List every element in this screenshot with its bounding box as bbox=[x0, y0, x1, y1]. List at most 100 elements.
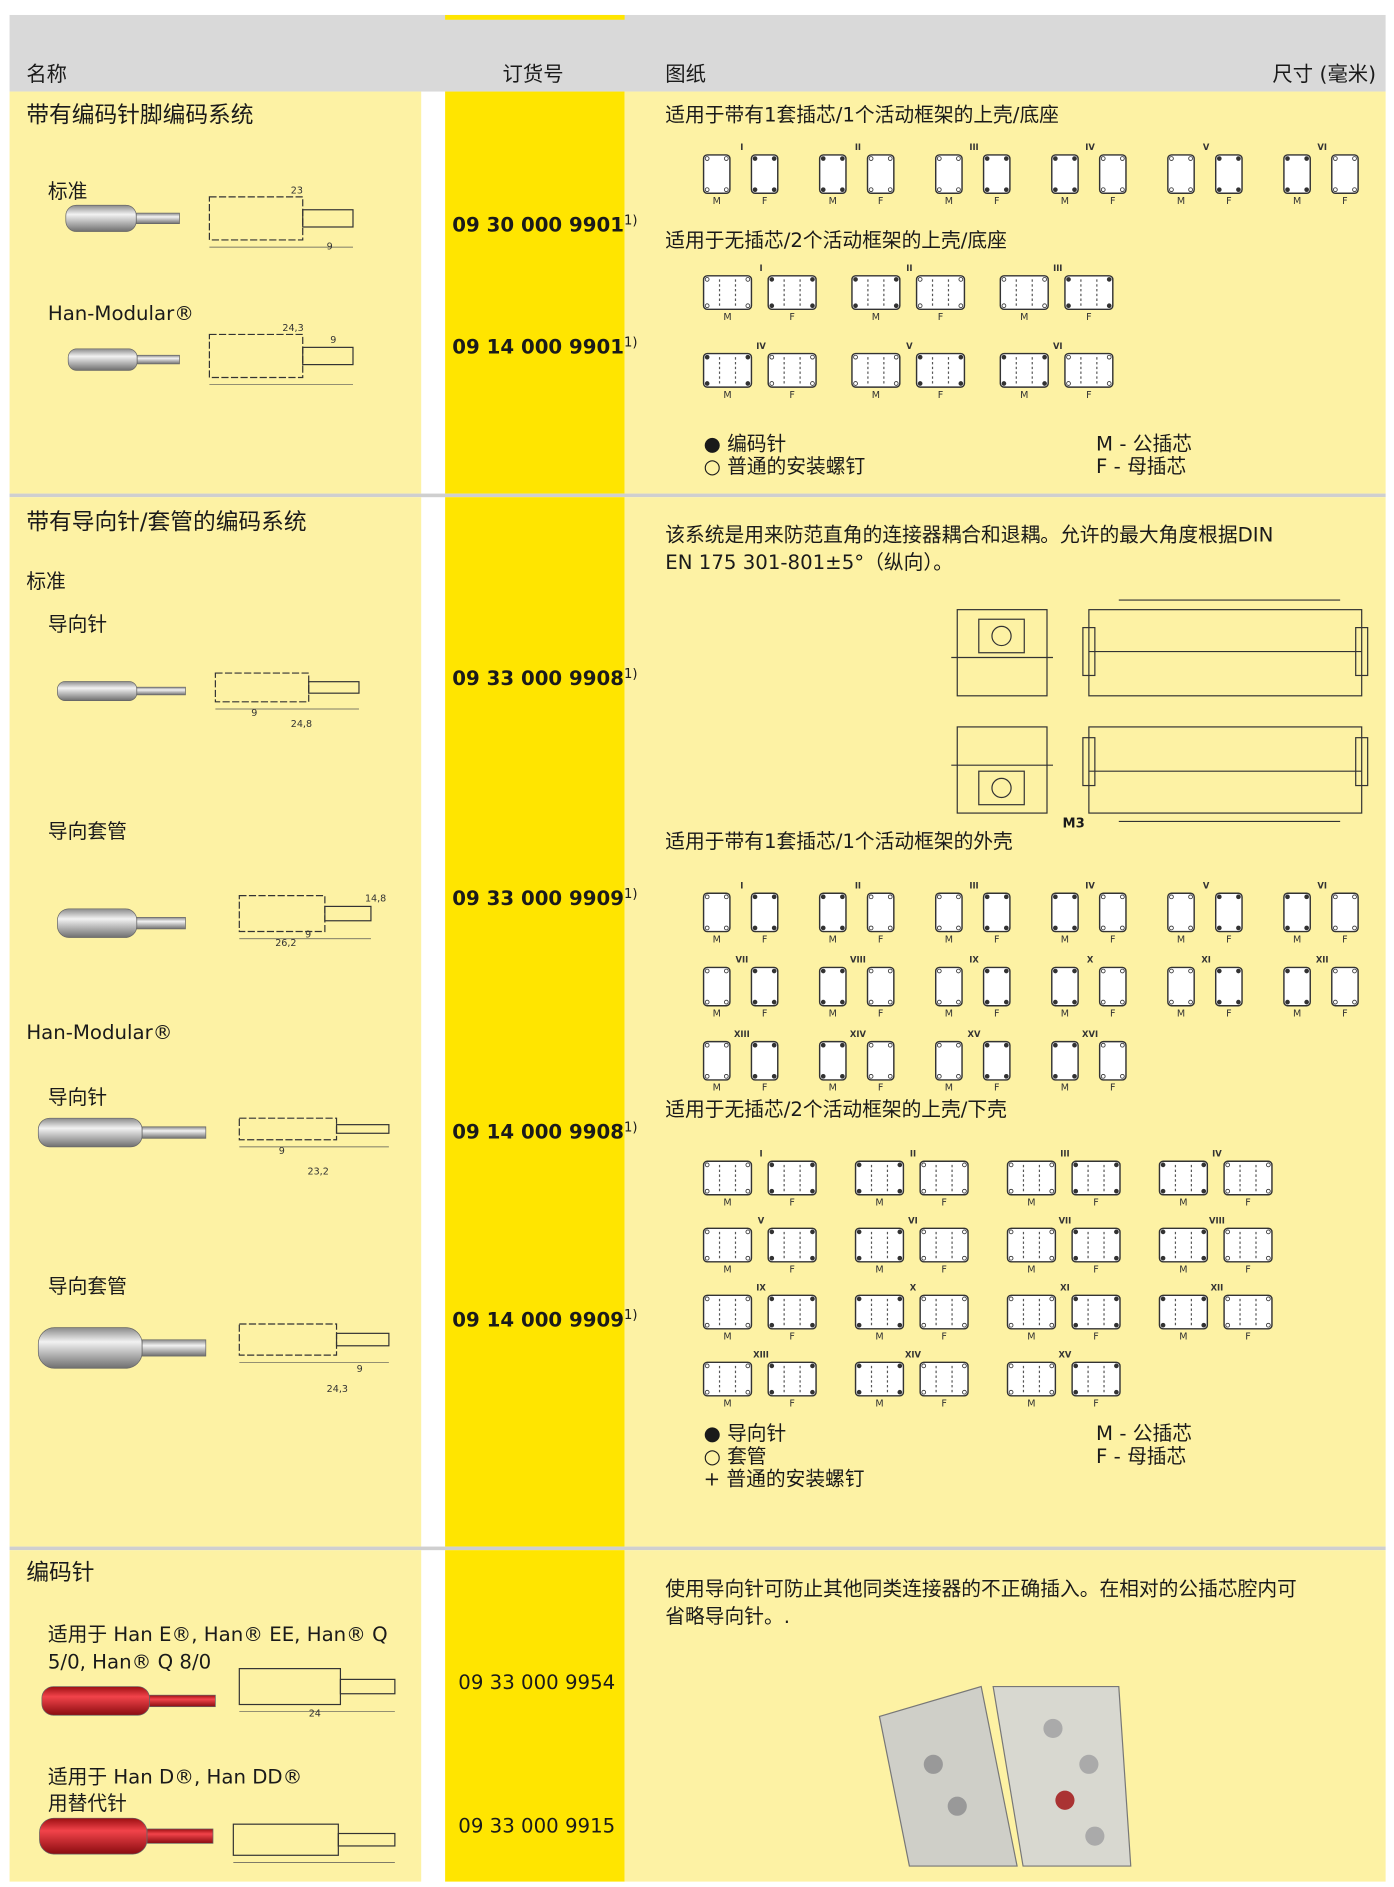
coding-hole bbox=[1352, 925, 1357, 931]
gender-label: F bbox=[1093, 1265, 1099, 1276]
part-photo bbox=[37, 1117, 143, 1148]
coding-hole bbox=[723, 894, 729, 900]
coding-hole bbox=[1049, 1389, 1055, 1395]
coding-hole bbox=[868, 187, 874, 192]
coding-hole bbox=[1169, 968, 1174, 974]
coding-hole bbox=[1008, 1229, 1014, 1235]
coding-hole bbox=[1188, 925, 1193, 931]
coding-hole bbox=[897, 1389, 903, 1395]
variant-numeral: VI bbox=[1317, 880, 1327, 890]
coding-diagram: M F I bbox=[702, 142, 779, 207]
coding-hole bbox=[810, 1363, 815, 1369]
coding-hole bbox=[704, 1188, 710, 1194]
coding-hole bbox=[771, 187, 777, 192]
coding-hole bbox=[752, 999, 758, 1005]
insert-outline bbox=[1098, 892, 1127, 933]
column-header: 订货号 bbox=[503, 62, 564, 86]
variant-numeral: XIII bbox=[734, 1029, 750, 1039]
gender-label: M bbox=[945, 196, 953, 207]
coding-hole bbox=[810, 277, 815, 282]
coding-hole bbox=[1333, 894, 1338, 900]
coding-hole bbox=[921, 1296, 927, 1302]
gender-label: M bbox=[1177, 934, 1185, 945]
coding-hole bbox=[704, 1255, 710, 1261]
column-header: 尺寸 (毫米) bbox=[1272, 62, 1376, 86]
insert-outline bbox=[767, 1227, 817, 1263]
insert-outline bbox=[818, 892, 847, 933]
insert-outline bbox=[767, 275, 817, 311]
coding-hole bbox=[1120, 187, 1125, 192]
group-label: 标准 bbox=[26, 570, 65, 593]
sketch-body bbox=[238, 895, 326, 933]
insert-outline bbox=[750, 892, 779, 933]
sketch-thread bbox=[339, 1678, 396, 1695]
insert-outline bbox=[702, 1361, 753, 1397]
coding-hole bbox=[868, 968, 874, 974]
gender-label: M bbox=[1020, 312, 1028, 323]
coding-hole bbox=[1114, 1296, 1119, 1302]
coding-hole bbox=[962, 1363, 967, 1369]
insert-outline bbox=[1051, 1040, 1079, 1081]
gender-label: M bbox=[1027, 1198, 1035, 1209]
coding-hole bbox=[1073, 1255, 1079, 1261]
insert-outline bbox=[1098, 154, 1127, 194]
coding-hole bbox=[936, 187, 942, 192]
gender-label: F bbox=[1226, 1008, 1232, 1019]
gender-label: M bbox=[1020, 390, 1028, 401]
coding-hole bbox=[921, 1322, 927, 1328]
coding-hole bbox=[887, 1042, 893, 1048]
insert-outline bbox=[750, 966, 779, 1007]
legend: ● 导向针 bbox=[704, 1422, 787, 1445]
coding-hole bbox=[769, 1162, 775, 1168]
legend: ● 编码针 bbox=[704, 433, 787, 456]
coding-hole bbox=[917, 381, 923, 386]
coding-diagram: M F VII bbox=[1006, 1215, 1121, 1276]
coding-hole bbox=[1169, 156, 1174, 161]
insert-outline bbox=[750, 154, 779, 194]
coding-hole bbox=[1266, 1188, 1271, 1194]
gender-label: F bbox=[1110, 196, 1116, 207]
legend-key: F - 母插芯 bbox=[1096, 1445, 1186, 1468]
coding-hole bbox=[820, 156, 826, 161]
coding-diagram: M F VI bbox=[854, 1215, 969, 1276]
coding-hole bbox=[1236, 925, 1241, 931]
coding-hole bbox=[853, 354, 858, 360]
coding-hole bbox=[868, 999, 874, 1005]
coding-hole bbox=[1333, 187, 1338, 192]
variant-numeral: I bbox=[740, 142, 743, 152]
coding-hole bbox=[936, 925, 942, 931]
coding-hole bbox=[840, 187, 845, 192]
coding-hole bbox=[897, 1255, 903, 1261]
coding-hole bbox=[1201, 1296, 1207, 1302]
insert-outline bbox=[818, 154, 847, 194]
variant-numeral: I bbox=[759, 1148, 762, 1158]
coding-hole bbox=[1188, 968, 1193, 974]
coding-hole bbox=[1266, 1322, 1271, 1328]
insert-outline bbox=[702, 1160, 753, 1196]
coding-hole bbox=[1304, 968, 1309, 974]
gender-label: F bbox=[1086, 390, 1092, 401]
coding-hole bbox=[1160, 1296, 1166, 1302]
gender-label: M bbox=[1179, 1198, 1187, 1209]
coding-hole bbox=[1169, 894, 1174, 900]
coding-hole bbox=[956, 187, 961, 192]
legend: ○ 套管 bbox=[704, 1445, 767, 1468]
coding-hole bbox=[1236, 999, 1241, 1005]
coding-hole bbox=[1049, 1296, 1055, 1302]
insert-outline bbox=[1098, 1040, 1127, 1081]
variant-numeral: III bbox=[1060, 1148, 1069, 1158]
coding-diagram: M F I bbox=[702, 1148, 817, 1209]
variant-numeral: V bbox=[906, 341, 913, 351]
coding-hole bbox=[1003, 1042, 1009, 1048]
gender-label: F bbox=[1093, 1332, 1099, 1343]
gender-label: M bbox=[713, 1008, 721, 1019]
coding-hole bbox=[704, 1389, 710, 1395]
gender-label: F bbox=[1110, 934, 1116, 945]
coding-hole bbox=[1160, 1188, 1166, 1194]
coding-diagram: M F IX bbox=[934, 955, 1011, 1019]
coding-hole bbox=[1114, 1229, 1119, 1235]
insert-outline bbox=[915, 352, 966, 388]
coding-hole bbox=[752, 156, 758, 161]
coding-hole bbox=[1285, 156, 1290, 161]
coding-diagram: M F II bbox=[854, 1148, 969, 1209]
